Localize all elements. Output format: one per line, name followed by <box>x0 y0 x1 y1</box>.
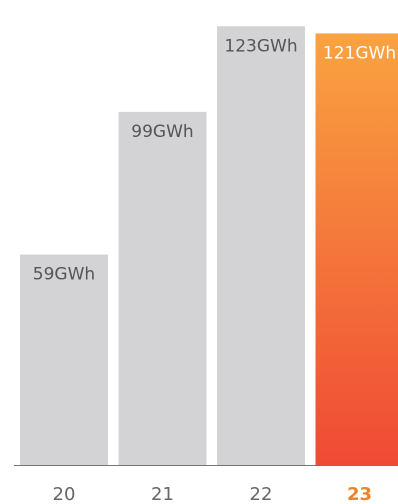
value-labels-group: 59GWh 99GWh 123GWh 121GWh <box>33 36 396 284</box>
x-tick-labels-group: 20 21 22 23 <box>53 484 372 504</box>
x-tick-label-21: 21 <box>151 484 174 504</box>
bar-22 <box>217 26 305 465</box>
bars-group <box>20 26 398 465</box>
x-tick-label-23: 23 <box>347 484 372 504</box>
x-tick-label-22: 22 <box>250 484 273 504</box>
value-label-22: 123GWh <box>224 36 297 56</box>
value-label-20: 59GWh <box>33 265 95 285</box>
bar-20 <box>20 254 108 465</box>
bar-23 <box>315 33 398 465</box>
x-tick-label-20: 20 <box>53 484 76 504</box>
value-label-21: 99GWh <box>131 122 193 142</box>
bar-21 <box>118 111 207 465</box>
value-label-23: 121GWh <box>323 43 396 63</box>
